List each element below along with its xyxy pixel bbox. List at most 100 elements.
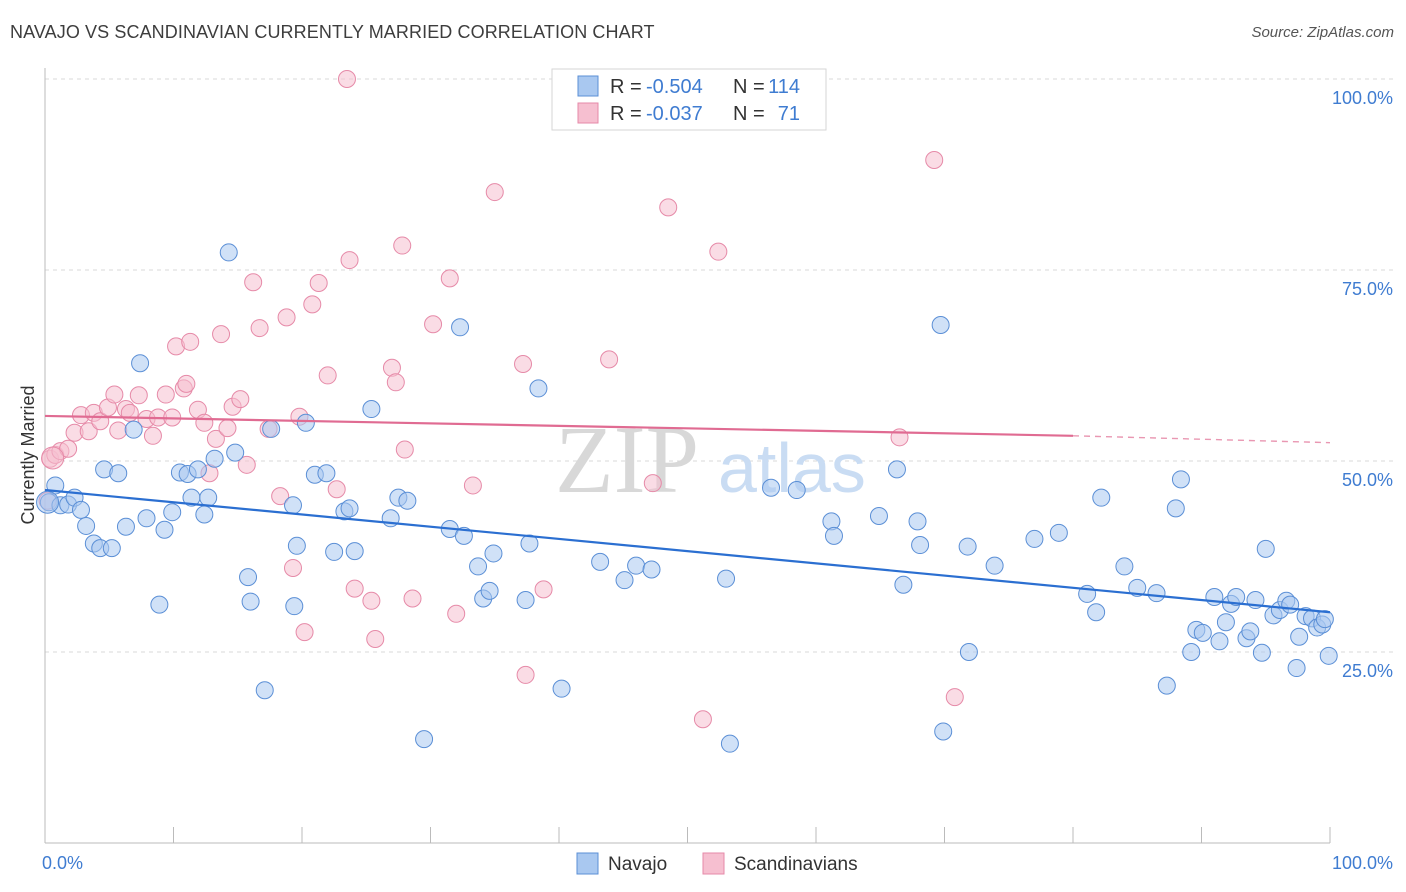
scandinavians-point bbox=[403, 589, 422, 608]
scandinavians-point bbox=[237, 455, 256, 474]
scandinavians-trend-line bbox=[44, 414, 1074, 437]
chart-title: NAVAJO VS SCANDINAVIAN CURRENTLY MARRIED… bbox=[10, 22, 655, 42]
scandinavians-point bbox=[284, 558, 303, 577]
scandinavians-point bbox=[206, 429, 225, 448]
navajo-point bbox=[1193, 623, 1212, 642]
navajo-point bbox=[1115, 557, 1134, 576]
legend-navajo-swatch bbox=[577, 75, 599, 97]
navajo-point bbox=[116, 517, 135, 536]
navajo-point bbox=[163, 503, 182, 522]
scandinavians-point bbox=[514, 354, 533, 373]
navajo-point bbox=[241, 592, 260, 611]
navajo-point bbox=[317, 464, 336, 483]
navajo-point bbox=[155, 520, 174, 539]
legend-r-label-2: R = bbox=[610, 103, 642, 125]
navajo-point bbox=[894, 575, 913, 594]
navajo-point bbox=[77, 516, 96, 535]
scandinavians-point bbox=[303, 295, 322, 314]
navajo-point bbox=[869, 507, 888, 526]
scandinavians-point bbox=[105, 385, 124, 404]
navajo-points bbox=[36, 243, 1338, 753]
legend-n-label-1: N = bbox=[733, 76, 765, 98]
legend-box: R = -0.504 N = 114 R = -0.037 N = 71 bbox=[551, 68, 827, 131]
legend-n-label-2: N = bbox=[733, 103, 765, 125]
scandinavians-point bbox=[447, 604, 466, 623]
bottom-legend: Navajo Scandinavians bbox=[576, 852, 858, 875]
scandinavians-point bbox=[366, 630, 385, 649]
navajo-point bbox=[131, 354, 150, 373]
navajo-point bbox=[480, 581, 499, 600]
scandinavians-point bbox=[271, 487, 290, 506]
y-tick-label: 50.0% bbox=[1342, 470, 1393, 490]
navajo-point bbox=[1319, 646, 1338, 665]
scandinavians-point bbox=[337, 70, 356, 88]
scandinavians-point bbox=[212, 325, 231, 344]
x-tick-label-min: 0.0% bbox=[42, 853, 83, 873]
navajo-point bbox=[287, 536, 306, 555]
scandinavians-point bbox=[295, 623, 314, 642]
bottom-legend-scand-label: Scandinavians bbox=[734, 854, 858, 875]
navajo-point bbox=[296, 413, 315, 432]
scandinavians-point bbox=[393, 236, 412, 255]
scandinavians-point bbox=[362, 591, 381, 610]
navajo-point bbox=[199, 488, 218, 507]
scandinavians-point bbox=[177, 374, 196, 393]
navajo-point bbox=[1315, 610, 1334, 629]
scandinavians-point bbox=[386, 373, 405, 392]
navajo-point bbox=[720, 734, 739, 753]
scandinavians-point bbox=[340, 251, 359, 270]
navajo-point bbox=[205, 449, 224, 468]
navajo-point bbox=[150, 595, 169, 614]
bottom-legend-navajo-label: Navajo bbox=[608, 854, 667, 875]
navajo-point bbox=[1227, 587, 1246, 606]
y-tick-label: 100.0% bbox=[1332, 88, 1393, 108]
scandinavians-point bbox=[709, 242, 728, 261]
navajo-point bbox=[1087, 603, 1106, 622]
navajo-point bbox=[1287, 659, 1306, 678]
scandinavians-point bbox=[925, 150, 944, 169]
scandinavians-point bbox=[643, 474, 662, 493]
scandinavians-points bbox=[38, 70, 964, 729]
navajo-point bbox=[591, 552, 610, 571]
navajo-point bbox=[415, 730, 434, 749]
source-label: Source: ZipAtlas.com bbox=[1251, 24, 1394, 41]
navajo-point bbox=[226, 443, 245, 462]
navajo-point bbox=[325, 542, 344, 561]
navajo-point bbox=[1281, 595, 1300, 614]
navajo-point bbox=[345, 542, 364, 561]
scandinavians-point bbox=[345, 579, 364, 598]
navajo-point bbox=[1290, 627, 1309, 646]
scandinavians-point bbox=[516, 665, 535, 684]
navajo-point bbox=[516, 591, 535, 610]
scandinavians-point bbox=[327, 480, 346, 499]
scandinavians-point bbox=[231, 390, 250, 409]
scandinavians-point bbox=[534, 580, 553, 599]
navajo-point bbox=[1216, 613, 1235, 632]
trend-lines bbox=[44, 414, 1331, 614]
navajo-point bbox=[219, 243, 238, 262]
legend-n-value-2: 71 bbox=[778, 103, 800, 125]
navajo-point bbox=[958, 537, 977, 556]
navajo-point bbox=[137, 509, 156, 528]
legend-r-value-2: -0.037 bbox=[646, 103, 703, 125]
scandinavians-point bbox=[600, 350, 619, 369]
navajo-point bbox=[1025, 529, 1044, 548]
navajo-point bbox=[985, 556, 1004, 575]
scandinavians-point bbox=[945, 688, 964, 707]
navajo-point bbox=[398, 491, 417, 510]
y-axis-title: Currently Married bbox=[18, 385, 38, 524]
navajo-point bbox=[1182, 643, 1201, 661]
y-tick-label: 25.0% bbox=[1342, 661, 1393, 681]
navajo-point bbox=[284, 496, 303, 515]
navajo-point bbox=[195, 505, 214, 524]
navajo-point bbox=[1049, 523, 1068, 542]
scandinavians-point bbox=[277, 308, 296, 327]
navajo-point bbox=[529, 379, 548, 398]
navajo-point bbox=[469, 557, 488, 576]
scandinavians-point bbox=[181, 332, 200, 351]
scandinavians-point bbox=[218, 419, 237, 438]
navajo-point bbox=[340, 499, 359, 518]
navajo-point bbox=[1166, 499, 1185, 518]
scandinavians-point bbox=[309, 273, 328, 292]
